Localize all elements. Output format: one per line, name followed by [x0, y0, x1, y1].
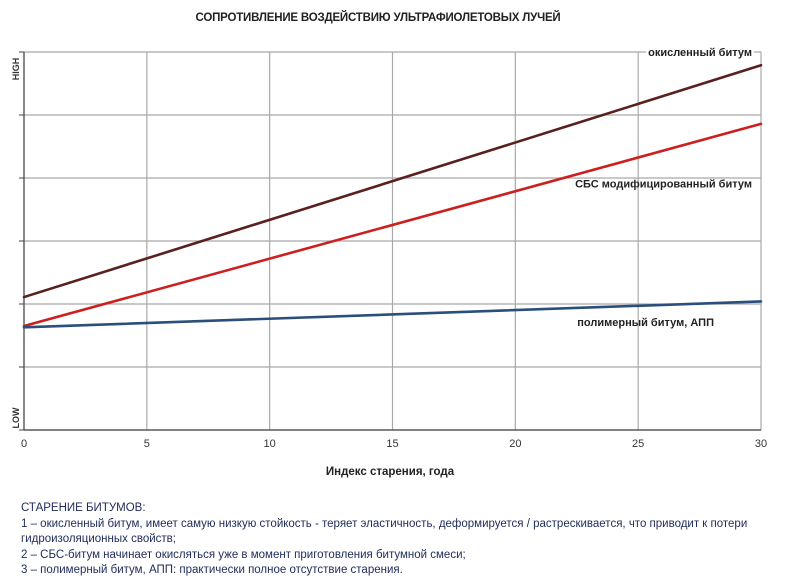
x-tick-label: 0 [21, 438, 27, 450]
notes-line-2: 2 – СБС-битум начинает окисляться уже в … [21, 548, 466, 561]
x-tick-label: 30 [755, 438, 767, 450]
x-tick-label: 20 [509, 438, 521, 450]
notes-heading: СТАРЕНИЕ БИТУМОВ: [21, 502, 146, 514]
series-label-1: окисленный битум [648, 47, 752, 59]
series-line-1 [22, 63, 763, 299]
x-tick-label: 5 [144, 438, 150, 450]
notes-line-3: 3 – полимерный битум, АПП: практически п… [21, 564, 403, 576]
x-tick-label: 10 [264, 438, 276, 450]
line-chart: 0 5 10 15 20 25 30 HIGH LOW окисленный битум СБС … [11, 45, 767, 450]
x-tick-label: 25 [632, 438, 644, 450]
notes-block: СТАРЕНИЕ БИТУМОВ: 1 – окисленный битум, … [21, 501, 781, 579]
series-label-2: СБС модифицированный битум [575, 178, 752, 190]
x-tick-label: 15 [386, 438, 398, 450]
series-label-3: полимерный битум, АПП [577, 317, 714, 329]
x-axis-label: Индекс старения, года [325, 466, 455, 478]
series-line-2 [22, 122, 763, 328]
chart-title: СОПРОТИВЛЕНИЕ ВОЗДЕЙСТВИЮ УЛЬТРАФИОЛЕТОВ… [195, 12, 561, 24]
y-high-label: HIGH [11, 58, 21, 81]
y-low-label: LOW [11, 407, 21, 428]
notes-line-1: 1 – окисленный битум, имеет самую низкую… [21, 517, 748, 546]
series-line-3 [22, 300, 763, 329]
series-label-bg [646, 45, 754, 61]
